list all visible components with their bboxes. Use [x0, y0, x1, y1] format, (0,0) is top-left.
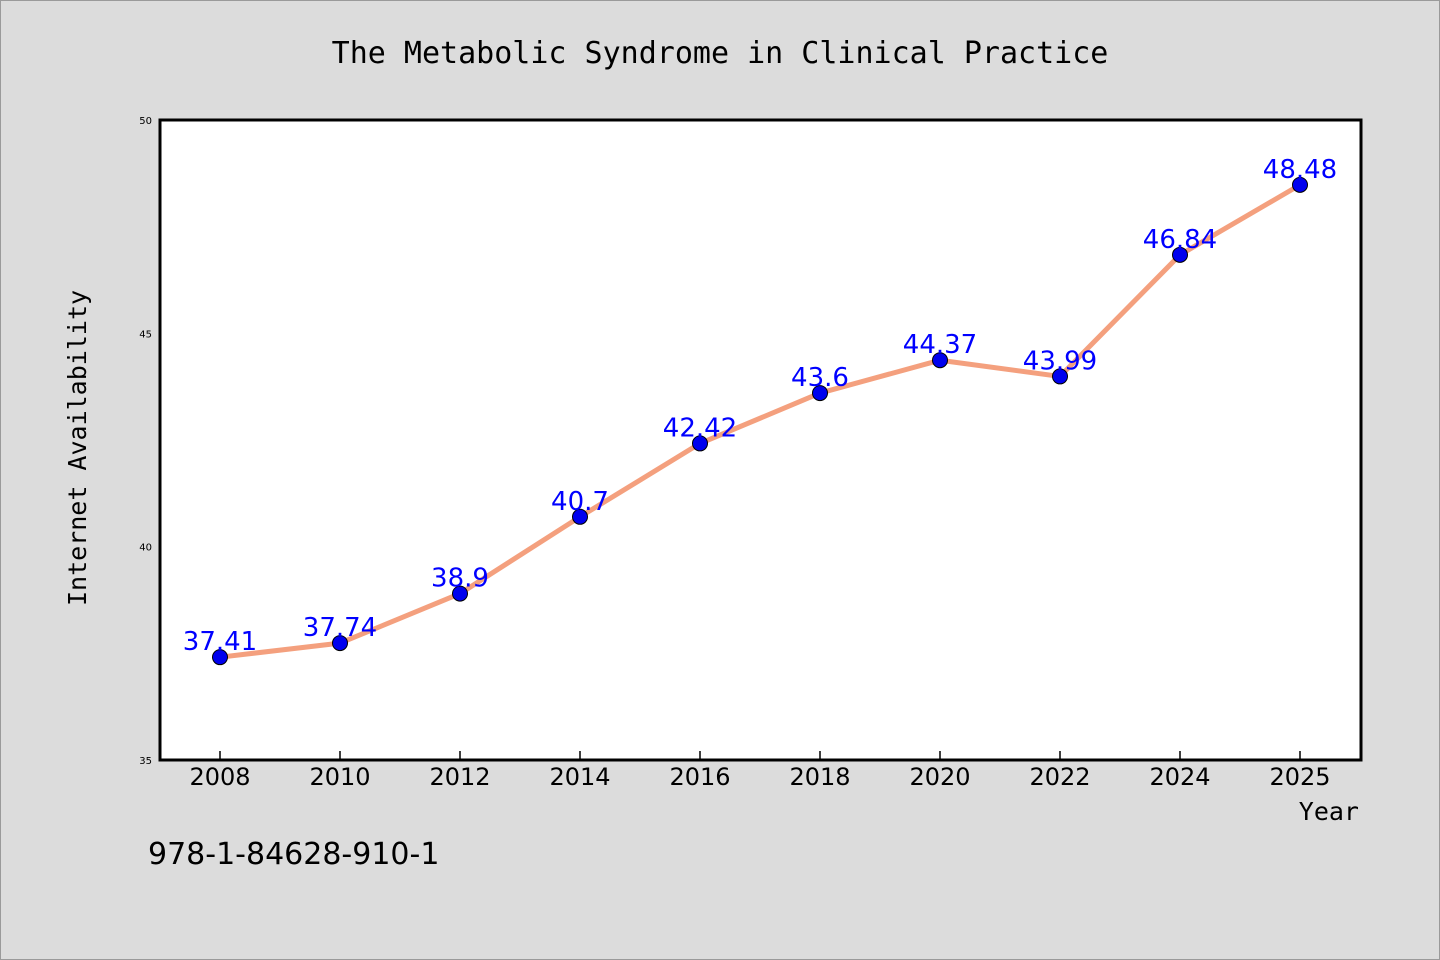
data-label: 37.41 [183, 627, 257, 657]
data-point-marker [1292, 176, 1308, 193]
data-labels: 37.41 37.74 38.9 40.7 42.42 43.6 44.37 43.99 46.… [183, 155, 1337, 657]
y-minor-ticks [160, 162, 161, 718]
series-markers [212, 176, 1308, 666]
data-label: 44.37 [903, 330, 977, 360]
data-point-marker [932, 352, 948, 369]
data-label: 38.9 [431, 564, 489, 594]
data-label: 42.42 [663, 413, 737, 443]
y-tick-label: 45 [139, 329, 152, 340]
y-tick-label: 50 [139, 116, 152, 127]
x-tick-label: 2014 [549, 763, 610, 791]
data-label: 43.6 [791, 363, 849, 393]
x-tick-label: 2016 [669, 763, 730, 791]
x-tick-label: 2022 [1029, 763, 1090, 791]
isbn-text: 978-1-84628-910-1 [148, 837, 439, 872]
chart-title: The Metabolic Syndrome in Clinical Pract… [332, 36, 1109, 71]
data-label: 40.7 [551, 487, 609, 517]
x-tick-label: 2010 [309, 763, 370, 791]
data-point-marker [572, 508, 588, 525]
data-label: 48.48 [1263, 155, 1337, 185]
data-label: 43.99 [1023, 346, 1097, 376]
series-line [217, 182, 1303, 660]
x-tick-labels: 2008 2010 2012 2014 2016 2018 2020 2022 2024 2025 [189, 763, 1330, 791]
data-point-marker [332, 635, 348, 652]
data-point-marker [212, 649, 228, 666]
data-point-marker [692, 435, 708, 452]
x-tick-label: 2018 [789, 763, 850, 791]
data-point-marker [1172, 246, 1188, 263]
y-tick-labels: 35 40 45 50 [139, 116, 152, 767]
y-tick-label: 40 [139, 543, 152, 554]
data-label: 37.74 [303, 613, 377, 643]
data-point-marker [452, 585, 468, 602]
data-point-marker [812, 385, 828, 402]
y-axis-label: Internet Availability [63, 290, 92, 606]
x-tick-label: 2012 [429, 763, 490, 791]
x-tick-label: 2024 [1149, 763, 1210, 791]
x-tick-label: 2020 [909, 763, 970, 791]
y-tick-label: 35 [139, 756, 152, 767]
data-point-marker [1052, 368, 1068, 385]
x-axis-label: Year [1299, 797, 1359, 826]
plot-area [158, 118, 1363, 762]
data-label: 46.84 [1143, 225, 1217, 255]
x-ticks [219, 751, 1301, 759]
x-tick-label: 2008 [189, 763, 250, 791]
x-tick-label: 2025 [1269, 763, 1330, 791]
